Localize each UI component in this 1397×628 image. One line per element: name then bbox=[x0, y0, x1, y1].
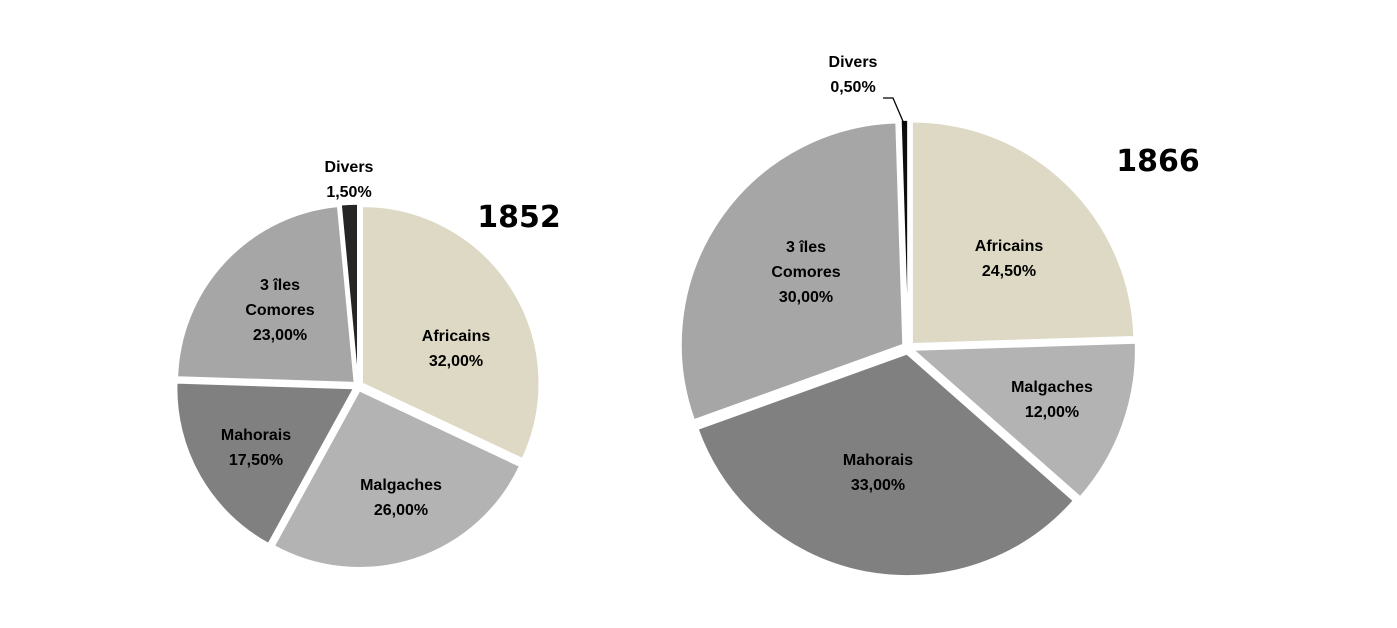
pie-slice-africains bbox=[911, 120, 1135, 345]
pie-slice-3-les-comores bbox=[680, 121, 904, 421]
pie-chart-1866: Africains 24,50% Malgaches 12,00% Mahorais 33… bbox=[680, 54, 1200, 577]
pie-slice-malgaches bbox=[273, 389, 521, 569]
pie-slice-africains bbox=[361, 205, 540, 460]
chart-title-1852: 1852 bbox=[477, 200, 561, 235]
data-label-divers: Divers 1,50% bbox=[325, 159, 374, 201]
pie-slice-divers bbox=[340, 203, 359, 382]
pie-slice-3-les-comores bbox=[176, 205, 356, 384]
data-label-malgaches: Malgaches 26,00% bbox=[360, 477, 442, 519]
data-label-3-les-comores: 3 îles Comores 30,00% bbox=[771, 239, 840, 306]
data-label-africains: Africains 32,00% bbox=[422, 328, 491, 370]
data-label-malgaches: Malgaches 12,00% bbox=[1011, 379, 1093, 421]
pie-slice-mahorais bbox=[175, 382, 355, 545]
data-label-mahorais: Mahorais 17,50% bbox=[221, 427, 291, 469]
data-label-mahorais: Mahorais 33,00% bbox=[843, 452, 913, 494]
leader-line-divers bbox=[883, 97, 906, 127]
pie-chart-1852: Africains 32,00% Malgaches 26,00% Mahorais 17… bbox=[175, 159, 561, 569]
pie-slice-divers bbox=[900, 119, 909, 343]
pie-slice-malgaches bbox=[911, 342, 1137, 498]
data-label-3-les-comores: 3 îles Comores 23,00% bbox=[245, 277, 314, 344]
pie-slice-mahorais bbox=[697, 353, 1075, 577]
data-label-africains: Africains 24,50% bbox=[975, 238, 1044, 280]
data-label-divers: Divers 0,50% bbox=[829, 54, 878, 96]
chart-title-1866: 1866 bbox=[1116, 144, 1200, 179]
